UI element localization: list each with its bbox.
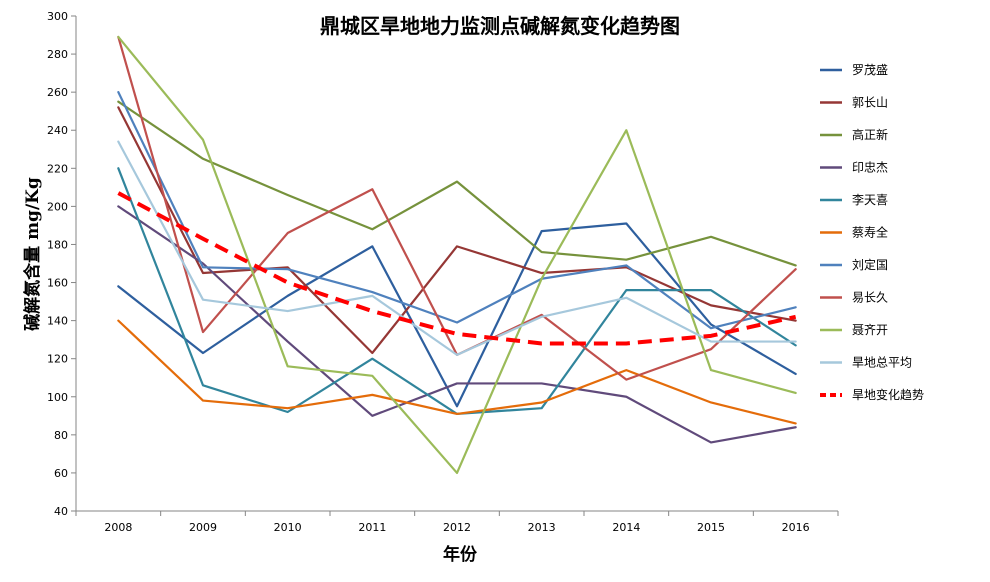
y-tick-label: 100 bbox=[47, 391, 68, 404]
series-line-8 bbox=[117, 35, 797, 475]
y-tick-label: 160 bbox=[47, 277, 68, 290]
series-line-2 bbox=[117, 100, 797, 267]
y-tick-label: 240 bbox=[47, 124, 68, 137]
series-line-3 bbox=[117, 205, 797, 444]
y-tick-label: 140 bbox=[47, 315, 68, 328]
legend-label-2: 高正新 bbox=[852, 127, 888, 142]
x-tick-label: 2013 bbox=[528, 521, 556, 534]
legend-label-10: 旱地变化趋势 bbox=[852, 387, 924, 402]
x-tick-label: 2016 bbox=[782, 521, 810, 534]
series-line-9 bbox=[117, 140, 797, 356]
x-axis-label: 年份 bbox=[443, 545, 477, 565]
chart-title: 鼎城区旱地地力监测点碱解氮变化趋势图 bbox=[320, 14, 680, 38]
y-tick-label: 300 bbox=[47, 10, 68, 23]
y-tick-label: 60 bbox=[54, 467, 68, 480]
y-tick-label: 80 bbox=[54, 429, 68, 442]
legend-label-0: 罗茂盛 bbox=[852, 62, 888, 77]
y-tick-label: 120 bbox=[47, 353, 68, 366]
x-tick-label: 2011 bbox=[358, 521, 386, 534]
legend-label-8: 聂齐开 bbox=[852, 322, 888, 337]
legend-label-4: 李天喜 bbox=[852, 192, 888, 207]
legend-label-1: 郭长山 bbox=[852, 96, 888, 110]
x-tick-label: 2010 bbox=[274, 521, 302, 534]
x-tick-label: 2014 bbox=[612, 521, 640, 534]
x-tick-label: 2012 bbox=[443, 521, 471, 534]
series-line-4 bbox=[117, 167, 797, 416]
series-line-7 bbox=[117, 35, 797, 381]
series-line-6 bbox=[117, 91, 797, 330]
y-tick-label: 180 bbox=[47, 238, 68, 251]
y-tick-label: 280 bbox=[47, 48, 68, 61]
legend-label-5: 蔡寿全 bbox=[852, 225, 888, 240]
y-tick-label: 260 bbox=[47, 86, 68, 99]
y-tick-label: 40 bbox=[54, 505, 68, 518]
legend-label-6: 刘定国 bbox=[852, 257, 888, 272]
x-tick-label: 2015 bbox=[697, 521, 725, 534]
y-tick-label: 200 bbox=[47, 200, 68, 213]
series-line-10 bbox=[117, 191, 797, 346]
legend-label-3: 印忠杰 bbox=[852, 161, 888, 175]
legend-label-7: 易长久 bbox=[852, 291, 888, 305]
x-tick-label: 2008 bbox=[104, 521, 132, 534]
legend-label-9: 旱地总平均 bbox=[852, 356, 912, 370]
series-line-5 bbox=[117, 319, 797, 425]
x-tick-label: 2009 bbox=[189, 521, 217, 534]
y-tick-label: 220 bbox=[47, 162, 68, 175]
